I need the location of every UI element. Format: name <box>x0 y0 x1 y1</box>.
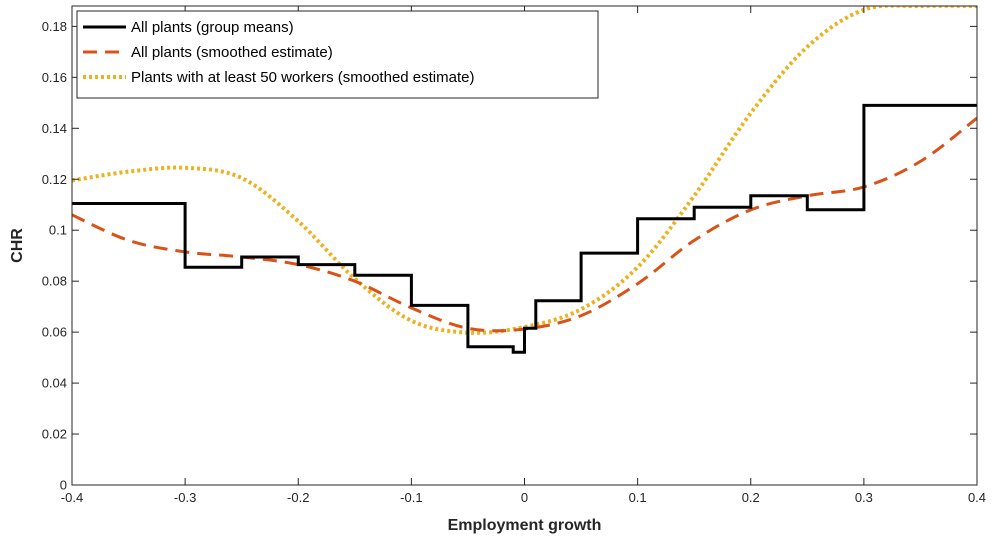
y-tick-label: 0.1 <box>49 223 67 238</box>
y-tick-label: 0.04 <box>42 376 67 391</box>
y-tick-label: 0.18 <box>42 19 67 34</box>
legend-entry-label: Plants with at least 50 workers (smoothe… <box>131 69 474 86</box>
x-axis-title: Employment growth <box>448 517 602 534</box>
smoothed-50-line <box>72 6 977 335</box>
y-tick-label: 0 <box>60 478 67 493</box>
y-tick-label: 0.16 <box>42 70 67 85</box>
legend-box <box>76 10 599 99</box>
x-tick-label: -0.4 <box>61 490 83 505</box>
x-tick-label: 0 <box>521 490 528 505</box>
y-tick-label: 0.14 <box>42 121 67 136</box>
x-tick-label: 0.1 <box>629 490 647 505</box>
x-tick-label: 0.3 <box>855 490 873 505</box>
smoothed-all-line <box>72 116 977 333</box>
y-axis-title: CHR <box>9 228 26 263</box>
ticks-layer: -0.4 -0.3 -0.2 -0.1 0 0.1 0.2 0.3 0.4 0 0.02 0.04 0.… <box>42 6 986 505</box>
legend-entry-label: All plants (smoothed estimate) <box>131 44 333 61</box>
series-layer <box>72 6 977 354</box>
x-tick-label: 0.4 <box>968 490 986 505</box>
y-tick-label: 0.06 <box>42 325 67 340</box>
legend: All plants (group means) All plants (smoo… <box>76 10 599 99</box>
y-tick-label: 0.08 <box>42 274 67 289</box>
group-means-line <box>72 103 977 354</box>
x-tick-label: -0.2 <box>287 490 309 505</box>
y-tick-label: 0.02 <box>42 427 67 442</box>
x-tick-label: 0.2 <box>742 490 760 505</box>
x-tick-label: -0.3 <box>174 490 196 505</box>
y-tick-label: 0.12 <box>42 172 67 187</box>
x-tick-label: -0.1 <box>400 490 422 505</box>
legend-entry-label: All plants (group means) <box>131 19 294 36</box>
